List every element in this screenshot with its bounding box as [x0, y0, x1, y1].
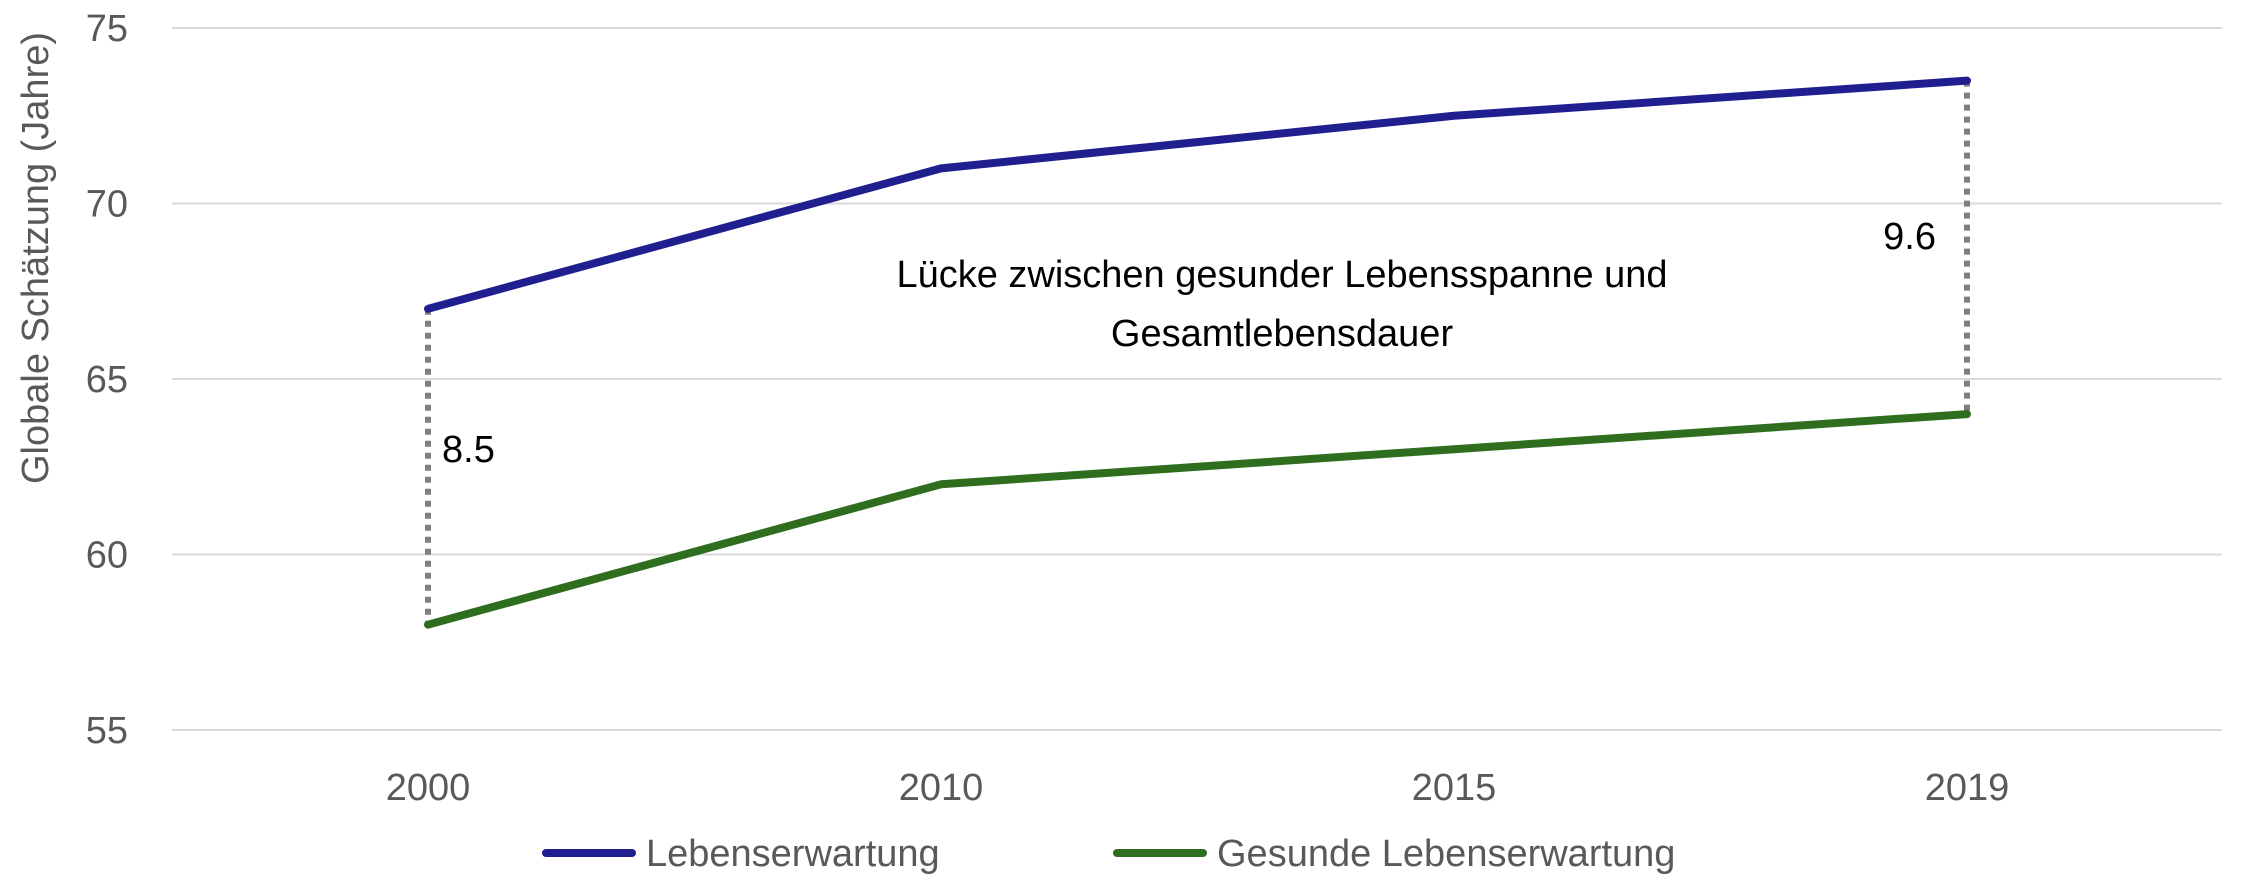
gap-label-2000: 8.5 [442, 429, 495, 471]
y-tick-65: 65 [86, 359, 128, 401]
gap-annotation-line1: Lücke zwischen gesunder Lebensspanne und [896, 254, 1667, 296]
y-axis-label: Globale Schätzung (Jahre) [15, 32, 57, 484]
x-tick-2000: 2000 [386, 767, 471, 809]
y-tick-70: 70 [86, 184, 128, 226]
gap-annotation-line2: Gesamtlebensdauer [1111, 313, 1454, 355]
series-line-gesunde-lebenserwartung [424, 410, 1971, 629]
legend-label-lebenserwartung: Lebenserwartung [646, 833, 940, 875]
y-tick-55: 55 [86, 710, 128, 752]
x-tick-2019: 2019 [1925, 767, 2010, 809]
series-lines [424, 76, 1971, 629]
x-tick-labels: 2000 2010 2015 2019 [386, 767, 2010, 809]
y-tick-75: 75 [86, 8, 128, 50]
y-tick-60: 60 [86, 535, 128, 577]
x-tick-2015: 2015 [1412, 767, 1497, 809]
legend-label-gesunde-lebenserwartung: Gesunde Lebenserwartung [1217, 833, 1675, 875]
series-line-lebenserwartung [424, 76, 1971, 313]
x-tick-2010: 2010 [899, 767, 984, 809]
legend: Lebenserwartung Gesunde Lebenserwartung [542, 833, 1675, 875]
y-tick-labels: 55 60 65 70 75 [86, 8, 128, 752]
gap-label-2019: 9.6 [1883, 216, 1936, 258]
gridlines [172, 27, 2222, 731]
gap-indicators [425, 80, 1970, 625]
